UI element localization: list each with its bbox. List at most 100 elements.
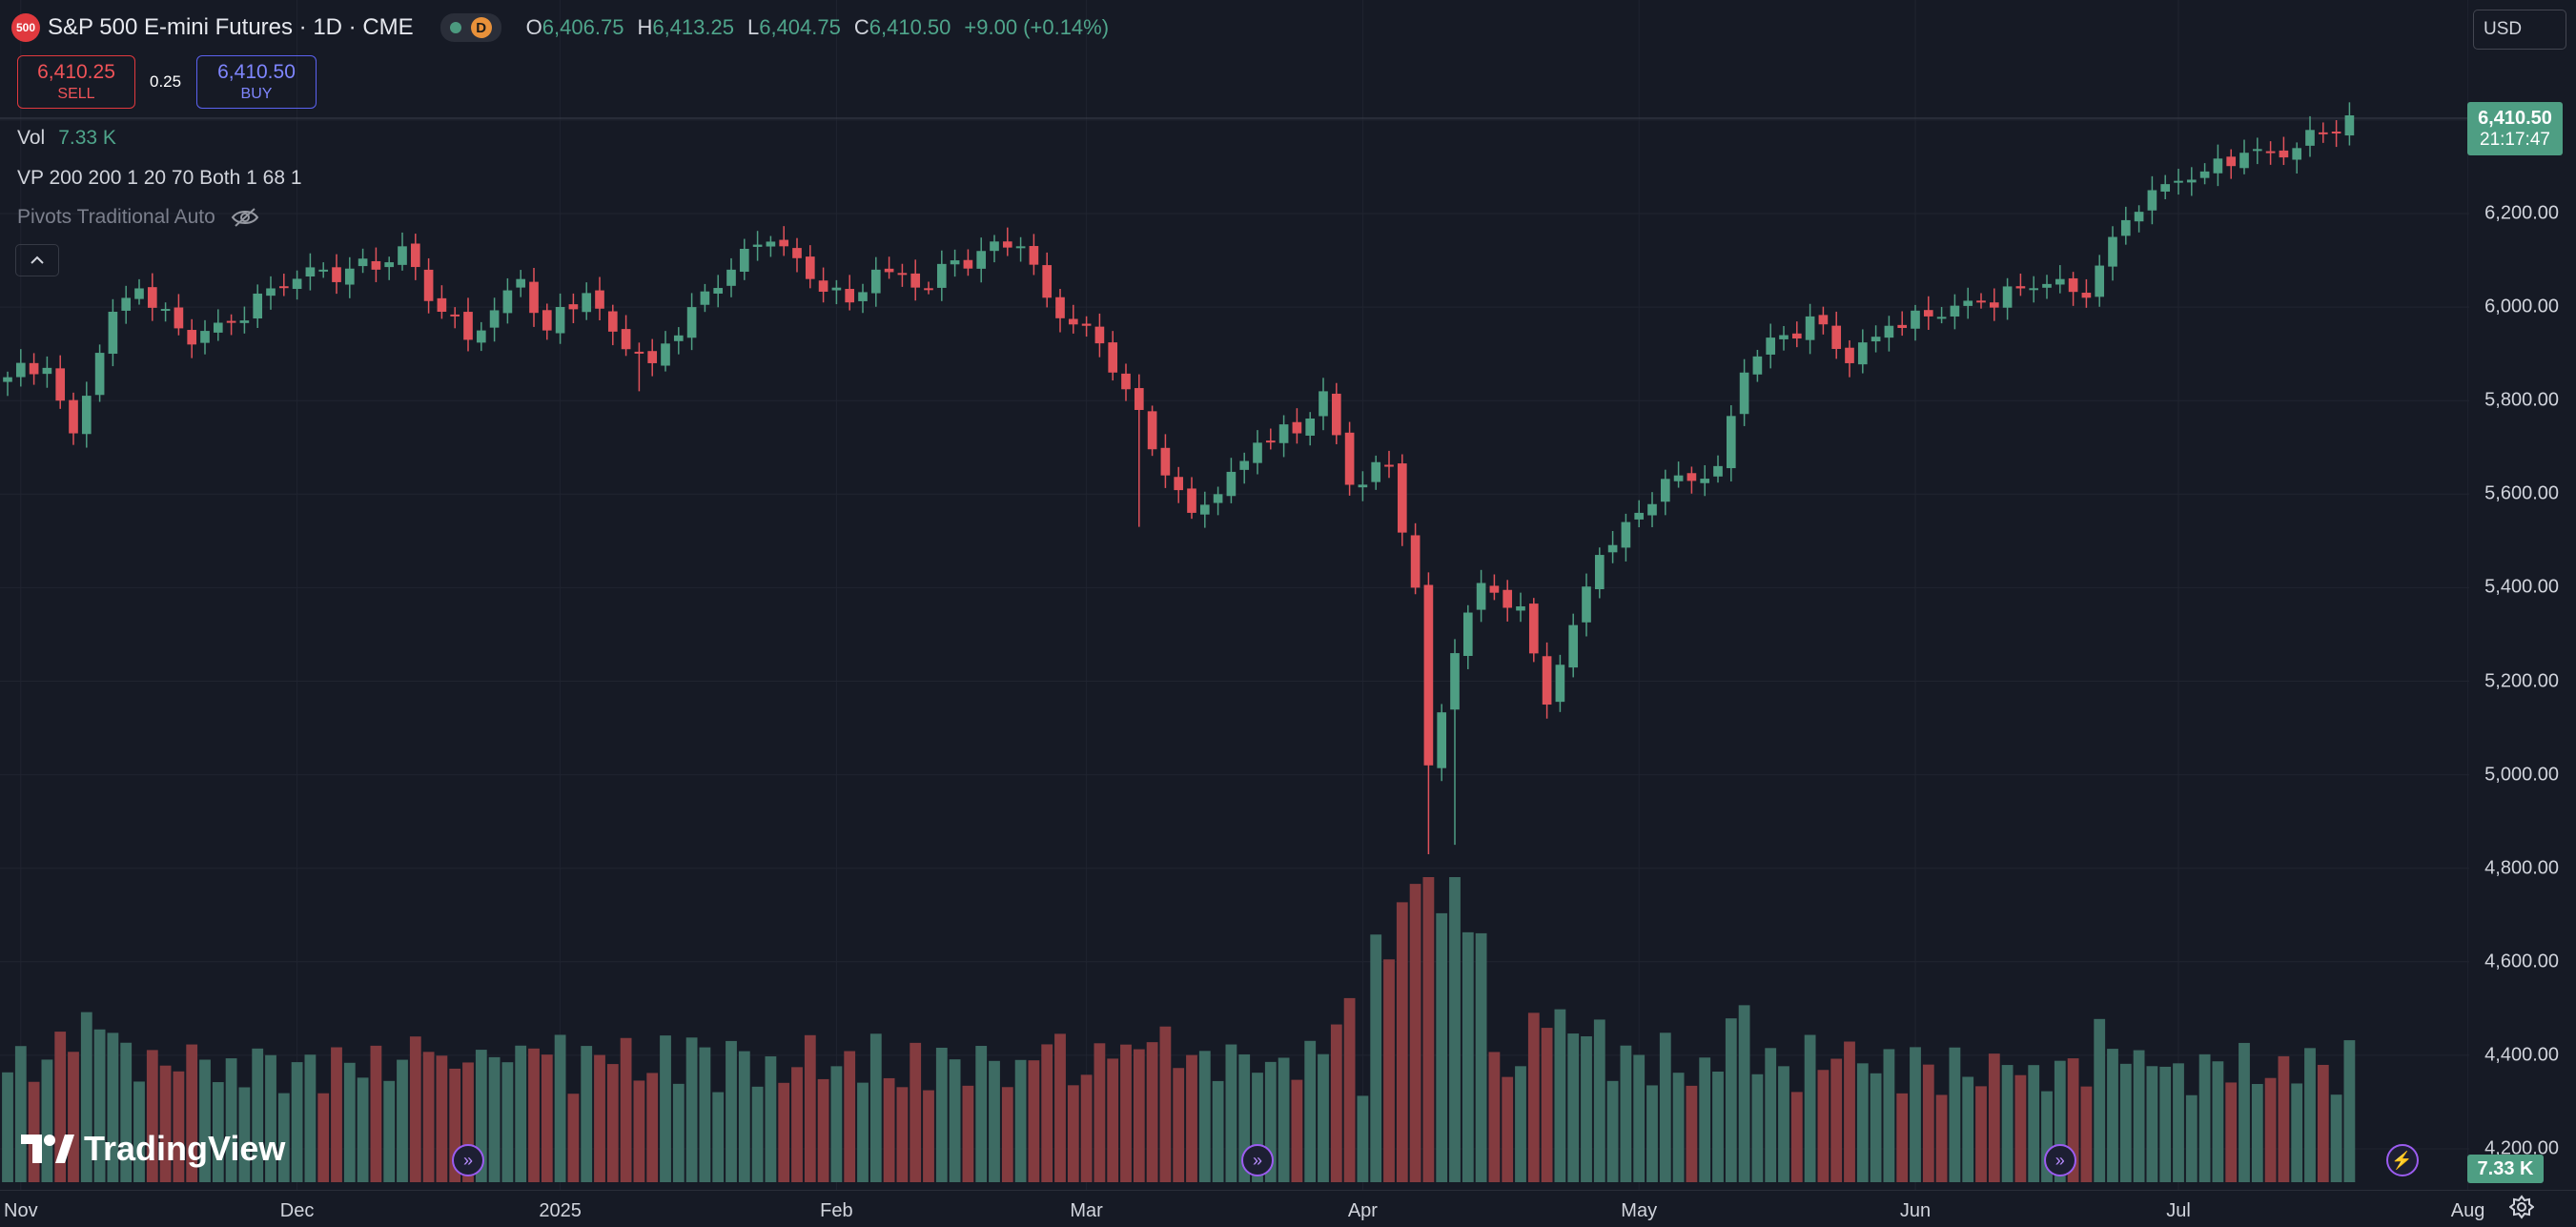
volume-bar xyxy=(1252,1073,1263,1182)
volume-bar xyxy=(1080,1074,1093,1182)
volume-bar xyxy=(1014,1059,1027,1182)
volume-bar xyxy=(1173,1068,1185,1182)
price-scale[interactable]: 4,200.00 4,400.00 4,600.00 4,800.00 5,000.00… xyxy=(2469,0,2576,1190)
collapse-legend-button[interactable] xyxy=(15,244,59,276)
volume-bar xyxy=(2212,1061,2224,1182)
candle-body xyxy=(1923,310,1933,317)
volume-bar xyxy=(1817,1070,1830,1182)
candle-body xyxy=(2134,212,2144,222)
last-price-label: 6,410.50 21:17:47 xyxy=(2467,102,2563,155)
candle-body xyxy=(607,311,618,332)
volume-bar xyxy=(1225,1044,1237,1182)
candle-body xyxy=(226,320,236,323)
candle-body xyxy=(187,330,197,345)
symbol-title[interactable]: S&P 500 E-mini Futures · 1D · CME xyxy=(48,14,414,40)
volume-bar xyxy=(1238,1053,1251,1182)
event-icon[interactable]: » xyxy=(2043,1144,2076,1176)
volume-bar xyxy=(317,1093,330,1182)
bar-countdown: 21:17:47 xyxy=(2480,129,2550,150)
candle-body xyxy=(726,269,736,286)
volume-bar xyxy=(462,1062,474,1182)
volume-profile-legend[interactable]: VP 200 200 1 20 70 Both 1 68 1 xyxy=(17,167,302,189)
candle-body xyxy=(1660,479,1670,502)
eye-off-icon[interactable] xyxy=(231,207,259,228)
volume-bar xyxy=(1606,1080,1619,1182)
volume-bar xyxy=(1330,1024,1342,1182)
candle-body xyxy=(2174,180,2183,183)
tradingview-logo[interactable]: TradingView xyxy=(21,1129,285,1169)
ohlc-high: H6,413.25 xyxy=(637,15,734,39)
volume-bar xyxy=(2304,1048,2316,1182)
volume-indicator-legend[interactable]: Vol 7.33 K xyxy=(17,127,116,150)
volume-bar xyxy=(2041,1091,2053,1182)
volume-bar xyxy=(397,1059,408,1182)
candle-body xyxy=(858,292,868,301)
buy-button[interactable]: 6,410.50 BUY xyxy=(196,55,317,109)
candle-body xyxy=(292,278,302,290)
price-tick-label: 4,400.00 xyxy=(2484,1044,2559,1066)
volume-bar xyxy=(1712,1071,1724,1182)
time-axis[interactable]: Nov Dec 2025 Feb Mar Apr May Jun Jul Aug xyxy=(0,1190,2576,1227)
event-icon[interactable]: » xyxy=(452,1144,484,1176)
time-tick-label: May xyxy=(1621,1200,1658,1221)
event-icon[interactable]: » xyxy=(1241,1144,1274,1176)
volume-bar xyxy=(1738,1005,1750,1182)
candle-body xyxy=(1384,464,1394,467)
volume-bar xyxy=(2251,1083,2263,1182)
volume-bar xyxy=(225,1058,237,1182)
volume-bar xyxy=(935,1047,948,1182)
ohlc-change: +9.00 (+0.14%) xyxy=(964,15,1110,39)
sell-button[interactable]: 6,410.25 SELL xyxy=(17,55,135,109)
candle-body xyxy=(936,263,947,288)
volume-bar xyxy=(1291,1079,1303,1182)
candle-body xyxy=(818,280,828,292)
candle-body xyxy=(673,335,684,341)
ohlc-close: C6,410.50 xyxy=(853,15,951,39)
candle-body xyxy=(1594,555,1605,590)
volume-bar xyxy=(515,1045,527,1182)
candle-body xyxy=(1410,535,1421,588)
candle-body xyxy=(1094,326,1105,344)
volume-bar xyxy=(93,1029,106,1182)
market-status-pill[interactable]: D xyxy=(440,13,501,42)
volume-bar xyxy=(1725,1018,1737,1182)
candle-body xyxy=(332,267,341,282)
pivots-legend[interactable]: Pivots Traditional Auto xyxy=(17,206,259,229)
candle-body xyxy=(661,343,670,366)
volume-bar xyxy=(1751,1074,1764,1182)
candle-body xyxy=(2199,171,2210,178)
volume-bar xyxy=(1383,959,1395,1182)
candle-body xyxy=(410,243,420,268)
candle-body xyxy=(1871,337,1881,342)
price-chart[interactable] xyxy=(0,0,2469,1190)
time-tick-label: Aug xyxy=(2450,1200,2485,1221)
volume-bar xyxy=(1475,932,1487,1182)
candle-body xyxy=(739,248,749,272)
volume-bar xyxy=(1672,1073,1685,1182)
candle-body xyxy=(2147,190,2157,211)
volume-bar xyxy=(1527,1012,1540,1182)
candle-body xyxy=(2002,286,2013,308)
volume-bar xyxy=(910,1042,922,1182)
volume-bar xyxy=(567,1094,580,1182)
candle-body xyxy=(845,289,855,303)
settings-icon[interactable] xyxy=(2509,1195,2534,1219)
candle-body xyxy=(1239,460,1250,470)
volume-bar xyxy=(291,1062,303,1182)
volume-bar xyxy=(80,1012,92,1182)
volume-bar xyxy=(672,1083,685,1182)
candle-body xyxy=(371,260,381,270)
volume-bar xyxy=(606,1064,619,1182)
volume-bar xyxy=(1554,1009,1566,1182)
candle-body xyxy=(2239,153,2249,169)
chart-area[interactable] xyxy=(0,0,2469,1190)
currency-select[interactable]: USD xyxy=(2473,10,2566,50)
candle-body xyxy=(1700,479,1710,483)
volume-bar xyxy=(923,1090,934,1182)
candle-body xyxy=(2095,265,2105,297)
volume-bar xyxy=(2185,1094,2198,1182)
candle-body xyxy=(2015,286,2026,289)
lightning-icon[interactable]: ⚡ xyxy=(2385,1144,2419,1176)
candle-body xyxy=(2279,150,2289,158)
volume-bar xyxy=(1962,1076,1974,1182)
